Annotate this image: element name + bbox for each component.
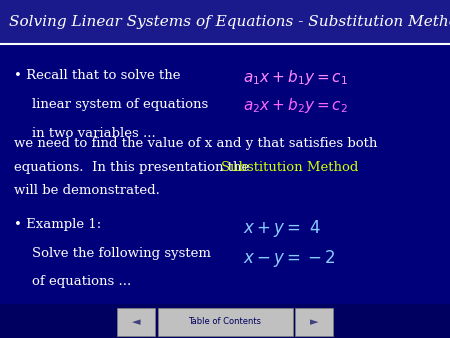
Text: we need to find the value of x and y that satisfies both: we need to find the value of x and y tha… (14, 137, 377, 150)
FancyBboxPatch shape (295, 308, 333, 336)
Text: equations.  In this presentation the: equations. In this presentation the (14, 161, 253, 173)
Text: ◄: ◄ (132, 317, 140, 327)
Text: will be demonstrated.: will be demonstrated. (14, 184, 159, 197)
FancyBboxPatch shape (117, 308, 155, 336)
FancyBboxPatch shape (0, 304, 450, 338)
Text: • Example 1:: • Example 1: (14, 218, 101, 231)
Text: Solve the following system: Solve the following system (32, 247, 211, 260)
Text: linear system of equations: linear system of equations (32, 98, 208, 111)
Text: $x - y = -2$: $x - y = -2$ (243, 248, 335, 269)
Text: ►: ► (310, 317, 318, 327)
Text: • Recall that to solve the: • Recall that to solve the (14, 69, 180, 82)
Text: Table of Contents: Table of Contents (189, 317, 261, 326)
Text: $a_1x + b_1y = c_1$: $a_1x + b_1y = c_1$ (243, 68, 348, 87)
Text: Substitution Method: Substitution Method (221, 161, 359, 173)
FancyBboxPatch shape (0, 0, 450, 44)
Text: Solving Linear Systems of Equations - Substitution Method: Solving Linear Systems of Equations - Su… (9, 15, 450, 29)
FancyBboxPatch shape (158, 308, 292, 336)
Text: $a_2x + b_2y = c_2$: $a_2x + b_2y = c_2$ (243, 96, 348, 115)
Text: in two variables ...: in two variables ... (32, 127, 155, 140)
Text: of equations ...: of equations ... (32, 275, 131, 288)
Text: $x + y =\ 4$: $x + y =\ 4$ (243, 218, 321, 239)
